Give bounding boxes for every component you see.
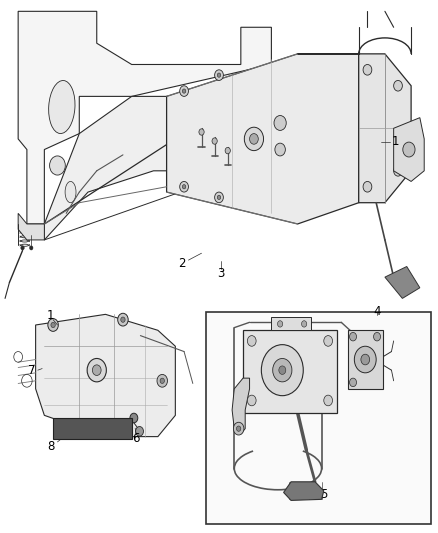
Circle shape: [87, 359, 106, 382]
Circle shape: [217, 73, 221, 77]
Circle shape: [354, 346, 376, 373]
Polygon shape: [166, 54, 359, 224]
Circle shape: [212, 138, 217, 144]
Polygon shape: [385, 266, 420, 298]
Text: 8: 8: [47, 440, 55, 453]
Circle shape: [247, 395, 256, 406]
Polygon shape: [44, 96, 328, 240]
Text: 6: 6: [132, 432, 140, 445]
Circle shape: [250, 134, 258, 144]
Circle shape: [274, 116, 286, 131]
Circle shape: [394, 165, 403, 176]
Polygon shape: [297, 54, 411, 203]
Circle shape: [350, 333, 357, 341]
Circle shape: [301, 321, 307, 327]
Circle shape: [118, 313, 128, 326]
Polygon shape: [18, 213, 44, 240]
Circle shape: [215, 70, 223, 80]
Polygon shape: [53, 418, 132, 439]
Circle shape: [49, 156, 65, 175]
Polygon shape: [394, 118, 424, 181]
Text: 3: 3: [218, 268, 225, 280]
Bar: [272, 317, 311, 330]
Circle shape: [182, 89, 186, 93]
Ellipse shape: [65, 181, 76, 203]
Circle shape: [121, 317, 125, 322]
Polygon shape: [18, 11, 272, 224]
Circle shape: [244, 127, 264, 151]
Circle shape: [278, 321, 283, 327]
Circle shape: [324, 395, 332, 406]
Circle shape: [363, 64, 372, 75]
Polygon shape: [232, 378, 250, 434]
Circle shape: [160, 378, 164, 383]
Circle shape: [21, 246, 24, 250]
Text: 1: 1: [47, 309, 55, 322]
Circle shape: [48, 319, 58, 332]
Circle shape: [215, 192, 223, 203]
Circle shape: [247, 336, 256, 346]
Circle shape: [361, 354, 370, 365]
Text: 7: 7: [28, 364, 36, 377]
Ellipse shape: [49, 80, 75, 134]
Circle shape: [275, 143, 286, 156]
Circle shape: [324, 336, 332, 346]
Circle shape: [51, 322, 55, 328]
Circle shape: [225, 148, 230, 154]
Text: 4: 4: [373, 305, 381, 318]
Circle shape: [403, 142, 415, 157]
Bar: [243, 330, 337, 413]
Text: 5: 5: [320, 488, 328, 500]
Circle shape: [130, 413, 138, 423]
Circle shape: [261, 345, 303, 395]
Circle shape: [182, 184, 186, 189]
Text: 1: 1: [392, 135, 399, 148]
Circle shape: [180, 86, 188, 96]
Circle shape: [136, 426, 144, 436]
Circle shape: [273, 359, 292, 382]
Circle shape: [92, 365, 101, 375]
Text: 2: 2: [178, 257, 186, 270]
Polygon shape: [35, 314, 175, 437]
Circle shape: [394, 80, 403, 91]
Circle shape: [279, 366, 286, 374]
Circle shape: [363, 181, 372, 192]
Circle shape: [350, 378, 357, 386]
Circle shape: [374, 333, 381, 341]
Circle shape: [157, 374, 167, 387]
Bar: [206, 312, 431, 524]
Circle shape: [217, 195, 221, 199]
Circle shape: [180, 181, 188, 192]
Circle shape: [237, 426, 241, 431]
Circle shape: [233, 422, 244, 435]
Polygon shape: [284, 482, 324, 500]
Circle shape: [199, 129, 204, 135]
Bar: [348, 330, 383, 389]
Circle shape: [29, 246, 33, 250]
